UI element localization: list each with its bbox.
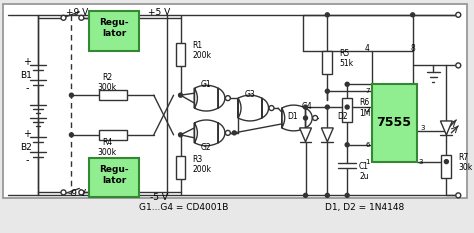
- Text: G3: G3: [245, 90, 255, 99]
- Text: G1...G4 = CD4001B: G1...G4 = CD4001B: [139, 203, 228, 212]
- Bar: [99, 130, 127, 140]
- Text: G4: G4: [302, 102, 313, 111]
- Circle shape: [345, 143, 349, 147]
- Bar: [342, 98, 352, 122]
- Circle shape: [61, 190, 66, 195]
- Text: R3
200k: R3 200k: [192, 155, 211, 174]
- Circle shape: [69, 133, 73, 137]
- Text: R5
51k: R5 51k: [339, 49, 353, 68]
- Text: 2: 2: [365, 107, 370, 113]
- Circle shape: [345, 105, 349, 109]
- Text: D1, D2 = 1N4148: D1, D2 = 1N4148: [326, 203, 405, 212]
- Text: -5 V: -5 V: [150, 193, 168, 202]
- Circle shape: [456, 193, 461, 198]
- Bar: [3, 4, 467, 198]
- Text: R4
300k: R4 300k: [98, 138, 117, 158]
- Text: R6
1M: R6 1M: [359, 98, 371, 118]
- Circle shape: [225, 130, 230, 135]
- Text: C1
2u: C1 2u: [359, 162, 369, 181]
- Text: 6: 6: [365, 142, 370, 148]
- Text: +: +: [23, 129, 31, 139]
- Text: R2
300k: R2 300k: [98, 72, 117, 92]
- Polygon shape: [440, 121, 452, 135]
- Circle shape: [79, 15, 84, 20]
- Bar: [175, 43, 185, 66]
- Circle shape: [325, 13, 329, 17]
- Circle shape: [225, 96, 230, 101]
- Text: -: -: [25, 83, 28, 93]
- Circle shape: [179, 93, 182, 97]
- Text: +: +: [23, 58, 31, 67]
- Text: 4: 4: [365, 44, 369, 53]
- Text: 3: 3: [419, 159, 423, 165]
- Circle shape: [69, 93, 73, 97]
- Circle shape: [303, 116, 308, 120]
- Bar: [322, 51, 332, 74]
- Text: lator: lator: [102, 29, 126, 38]
- Circle shape: [79, 190, 84, 195]
- Circle shape: [325, 193, 329, 197]
- Polygon shape: [194, 120, 225, 146]
- Circle shape: [345, 193, 349, 197]
- Bar: [89, 11, 139, 51]
- Text: G1: G1: [201, 80, 211, 89]
- Text: Regu-: Regu-: [99, 165, 129, 174]
- Bar: [372, 84, 417, 162]
- Text: D2: D2: [337, 113, 348, 121]
- Text: -9 V: -9 V: [68, 189, 86, 198]
- Text: 7555: 7555: [376, 116, 411, 130]
- Text: R1
200k: R1 200k: [192, 41, 211, 60]
- Text: Regu-: Regu-: [99, 18, 129, 27]
- Bar: [89, 158, 139, 197]
- Circle shape: [325, 105, 329, 109]
- Text: R7
30k: R7 30k: [458, 153, 473, 172]
- Polygon shape: [194, 85, 225, 111]
- Text: 7: 7: [365, 88, 370, 94]
- Circle shape: [456, 63, 461, 68]
- Text: lator: lator: [102, 176, 126, 185]
- Text: B1: B1: [20, 71, 32, 80]
- Circle shape: [345, 82, 349, 86]
- Text: 8: 8: [410, 44, 415, 53]
- Bar: [99, 90, 127, 100]
- Text: +9 V: +9 V: [66, 8, 89, 17]
- Circle shape: [410, 13, 415, 17]
- Bar: [441, 155, 451, 178]
- Circle shape: [303, 105, 308, 109]
- Text: 1: 1: [365, 159, 370, 165]
- Text: B2: B2: [20, 143, 32, 152]
- Circle shape: [61, 15, 66, 20]
- Polygon shape: [282, 105, 312, 131]
- Circle shape: [232, 131, 236, 135]
- Circle shape: [269, 106, 274, 110]
- Circle shape: [313, 116, 318, 120]
- Text: -: -: [25, 155, 28, 165]
- Circle shape: [445, 160, 448, 164]
- Polygon shape: [300, 128, 311, 142]
- Circle shape: [303, 193, 308, 197]
- Circle shape: [179, 133, 182, 137]
- Bar: [175, 156, 185, 179]
- Circle shape: [456, 12, 461, 17]
- Text: G2: G2: [201, 143, 211, 152]
- Polygon shape: [238, 95, 269, 121]
- Text: +5 V: +5 V: [147, 8, 170, 17]
- Text: 3: 3: [420, 125, 425, 131]
- Polygon shape: [321, 128, 333, 142]
- Text: D1: D1: [287, 113, 298, 121]
- Circle shape: [325, 89, 329, 93]
